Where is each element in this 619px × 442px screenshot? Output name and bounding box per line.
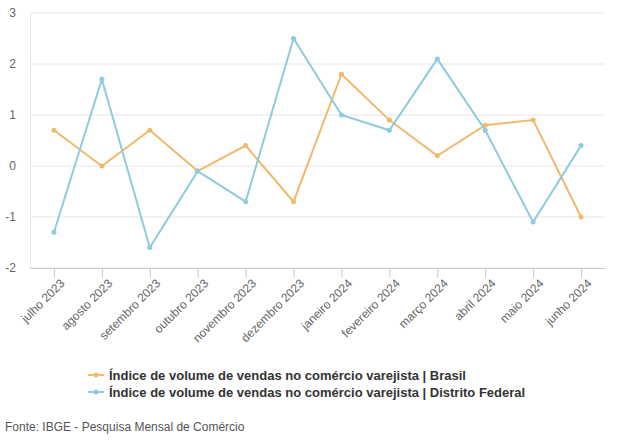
y-axis: -2 -1 0 1 2 3 [5, 6, 30, 275]
legend-marker [94, 373, 99, 378]
series-marker [579, 143, 584, 148]
series-marker [579, 215, 584, 220]
series-line [54, 74, 581, 217]
y-tick-label: -1 [5, 210, 16, 224]
x-tick-mark [437, 268, 438, 278]
y-axis-line [30, 14, 31, 269]
plot-area: -2 -1 0 1 2 3 julho 2023agosto 2023setembro 20… [5, 6, 605, 345]
x-tick-label: maio 2024 [497, 276, 547, 326]
legend-item[interactable]: Índice de volume de vendas no comércio v… [88, 368, 466, 383]
y-tick: 0 [9, 159, 30, 173]
legend: Índice de volume de vendas no comércio v… [88, 368, 525, 400]
legend-item[interactable]: Índice de volume de vendas no comércio v… [88, 385, 525, 400]
y-tick-label: 2 [9, 57, 16, 71]
x-tick-mark [581, 268, 582, 278]
legend-label: Índice de volume de vendas no comércio v… [109, 385, 525, 400]
series-line [54, 39, 581, 248]
grid-line [30, 115, 605, 116]
series-marker [435, 56, 440, 61]
series-marker [195, 169, 200, 174]
series-marker [195, 169, 200, 174]
x-tick-label: março 2024 [396, 276, 451, 331]
x-tick-label: julho 2023 [18, 276, 68, 326]
legend-label: Índice de volume de vendas no comércio v… [109, 368, 466, 383]
y-tick-label: 0 [9, 159, 16, 173]
x-tick: abril 2024 [452, 268, 499, 323]
grid-line [30, 217, 605, 218]
x-tick-label: dezembro 2023 [238, 276, 307, 345]
series-marker [483, 128, 488, 133]
y-tick: 2 [9, 57, 30, 71]
legend-marker [94, 390, 99, 395]
series-marker [243, 199, 248, 204]
x-tick-mark [533, 268, 534, 278]
x-tick: dezembro 2023 [238, 268, 307, 345]
grid-line [30, 13, 605, 14]
chart: -2 -1 0 1 2 3 julho 2023agosto 2023setembro 20… [0, 0, 619, 442]
x-tick-mark [198, 268, 199, 278]
x-tick: setembro 2023 [97, 268, 164, 343]
x-tick: julho 2023 [18, 268, 68, 326]
series-marker [99, 164, 104, 169]
series-marker [51, 230, 56, 235]
y-tick: 3 [9, 6, 30, 20]
x-tick-mark [246, 268, 247, 278]
series-marker [51, 128, 56, 133]
x-tick-label: setembro 2023 [97, 276, 164, 343]
y-tick-label: 1 [9, 108, 16, 122]
grid-line [30, 166, 605, 167]
y-tick-label: -2 [5, 261, 16, 275]
x-tick-mark [485, 268, 486, 278]
x-axis-line [31, 268, 606, 269]
series-group [51, 36, 583, 250]
series-marker [339, 113, 344, 118]
series-marker [99, 77, 104, 82]
x-tick-mark [150, 268, 151, 278]
series-marker [435, 153, 440, 158]
x-tick-mark [54, 268, 55, 278]
y-tick-label: 3 [9, 6, 16, 20]
x-tick-mark [102, 268, 103, 278]
x-tick-label: abril 2024 [452, 276, 499, 323]
grid [30, 13, 605, 268]
y-tick: -2 [5, 261, 30, 275]
series-marker [243, 143, 248, 148]
x-tick-mark [341, 268, 342, 278]
series-marker [147, 128, 152, 133]
x-tick-mark [389, 268, 390, 278]
series-marker [291, 199, 296, 204]
source: Fonte: IBGE - Pesquisa Mensal de Comérci… [5, 420, 245, 434]
series-marker [147, 245, 152, 250]
series-marker [387, 118, 392, 123]
series-marker [531, 220, 536, 225]
x-tick: fevereiro 2024 [339, 268, 403, 340]
x-tick: maio 2024 [497, 268, 547, 326]
x-tick: março 2024 [396, 268, 451, 331]
y-tick: -1 [5, 210, 30, 224]
x-tick: junho 2024 [542, 268, 595, 329]
series-marker [339, 72, 344, 77]
x-tick-label: junho 2024 [542, 276, 595, 329]
x-axis: julho 2023agosto 2023setembro 2023outubr… [18, 268, 606, 345]
y-tick: 1 [9, 108, 30, 122]
series-marker [387, 128, 392, 133]
series-marker [291, 36, 296, 41]
x-tick-mark [294, 268, 295, 278]
grid-line [30, 64, 605, 65]
x-tick-label: fevereiro 2024 [339, 276, 403, 340]
grid-line [30, 268, 605, 269]
series-marker [531, 118, 536, 123]
